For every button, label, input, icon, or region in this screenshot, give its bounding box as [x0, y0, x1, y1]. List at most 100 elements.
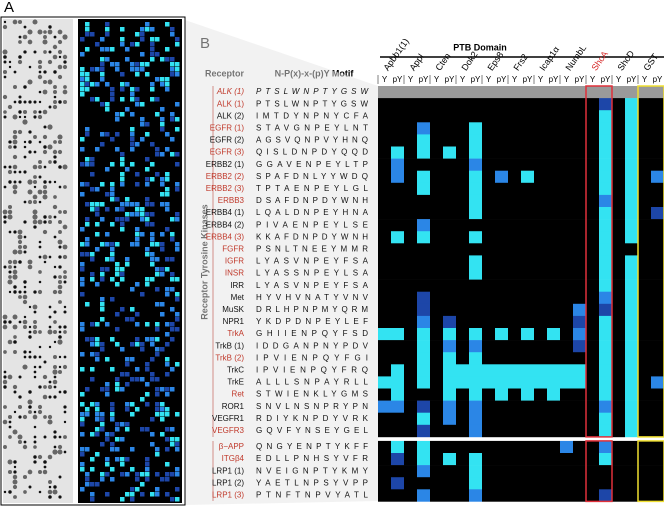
heat-cell — [521, 231, 534, 244]
blot-dot — [62, 54, 68, 60]
scan-cell — [95, 202, 100, 207]
blot-dot — [53, 435, 57, 439]
scan-cell — [100, 387, 105, 392]
heat-cell — [430, 146, 443, 159]
blot-dot — [42, 394, 48, 400]
blot-dot — [47, 219, 53, 225]
blot-dot — [52, 289, 58, 295]
heat-cell — [599, 219, 612, 232]
scan-cell — [175, 187, 180, 192]
receptor-name: EGFR (2) — [210, 136, 245, 145]
blot-dot — [52, 149, 58, 155]
scan-cell — [115, 217, 120, 222]
blot-dot — [22, 474, 28, 480]
heat-cell — [612, 352, 625, 365]
heat-cell — [547, 158, 560, 171]
scan-cell — [90, 32, 95, 37]
heat-cell — [495, 194, 508, 208]
receptor-name: ALK (1) — [217, 99, 244, 108]
blot-dot — [8, 320, 12, 324]
heat-cell — [625, 146, 638, 159]
heat-cell — [482, 376, 495, 389]
scan-cell — [80, 452, 85, 457]
heat-cell — [547, 267, 560, 280]
heat-cell — [508, 110, 521, 123]
blot-dot — [38, 490, 42, 494]
blot-dot — [33, 100, 37, 104]
heat-cell — [404, 352, 417, 365]
heat-cell — [456, 267, 469, 280]
scan-cell — [165, 492, 170, 497]
heat-cell — [625, 243, 638, 256]
scan-cell — [100, 477, 105, 482]
blot-dot — [3, 490, 7, 494]
blot-dot — [12, 384, 18, 390]
heat-cell — [534, 122, 547, 135]
heat-cell — [443, 352, 456, 365]
heat-cell — [508, 303, 521, 317]
scan-cell — [125, 422, 130, 427]
motif: QISLDNPDYQQD — [256, 148, 368, 157]
scan-cell — [130, 447, 135, 452]
blot-dot — [52, 354, 58, 360]
heat-cell — [430, 170, 443, 184]
heat-cell — [456, 352, 469, 365]
heat-cell — [625, 465, 638, 478]
heat-cell — [599, 98, 612, 111]
heat-cell — [430, 86, 443, 99]
scan-cell — [125, 197, 130, 202]
blot-dot — [42, 469, 48, 475]
heat-cell — [573, 182, 586, 196]
blot-dot — [12, 184, 18, 190]
heat-cell — [508, 489, 521, 502]
heat-cell — [573, 231, 586, 244]
receptor-name: Ret — [232, 390, 245, 399]
heat-cell — [638, 315, 651, 329]
heat-cell — [638, 134, 651, 147]
heat-cell — [586, 134, 599, 147]
blot-dot — [62, 244, 68, 250]
heat-cell — [482, 98, 495, 111]
heat-cell — [612, 170, 625, 184]
blot-dot — [18, 40, 22, 44]
blot-dot — [48, 485, 52, 489]
heat-cell — [391, 122, 404, 135]
scan-cell — [85, 222, 90, 227]
blot-dot — [7, 104, 13, 110]
heat-cell — [560, 303, 573, 317]
heat-cell — [534, 158, 547, 171]
heat-cell — [560, 146, 573, 159]
scan-cell — [175, 247, 180, 252]
blot-dot — [58, 330, 62, 334]
blot-dot — [62, 224, 68, 230]
heat-cell — [599, 267, 612, 280]
blot-dot — [52, 44, 58, 50]
scan-cell — [175, 102, 180, 107]
heat-cell — [443, 182, 456, 196]
scan-cell — [115, 147, 120, 152]
heat-cell — [378, 279, 391, 292]
heat-cell — [391, 424, 404, 438]
heat-cell — [612, 303, 625, 317]
heat-cell — [469, 489, 482, 502]
heat-cell — [573, 134, 586, 147]
blot-dot — [18, 395, 22, 399]
scan-cell — [100, 72, 105, 77]
scan-cell — [130, 137, 135, 142]
scan-cell — [175, 62, 180, 67]
heat-cell — [651, 465, 664, 478]
blot-dot — [63, 410, 67, 414]
blot-dot — [18, 290, 22, 294]
blot-dot — [2, 419, 8, 425]
heat-cell — [469, 465, 482, 478]
blot-dot — [7, 414, 13, 420]
heat-cell — [612, 440, 625, 454]
scan-cell — [150, 212, 155, 217]
heat-cell — [651, 440, 664, 454]
heat-cell — [534, 291, 547, 305]
heat-cell — [378, 122, 391, 135]
heat-cell — [586, 291, 599, 305]
heat-cell — [625, 267, 638, 280]
heat-cell — [443, 146, 456, 159]
heat-cell — [573, 291, 586, 305]
